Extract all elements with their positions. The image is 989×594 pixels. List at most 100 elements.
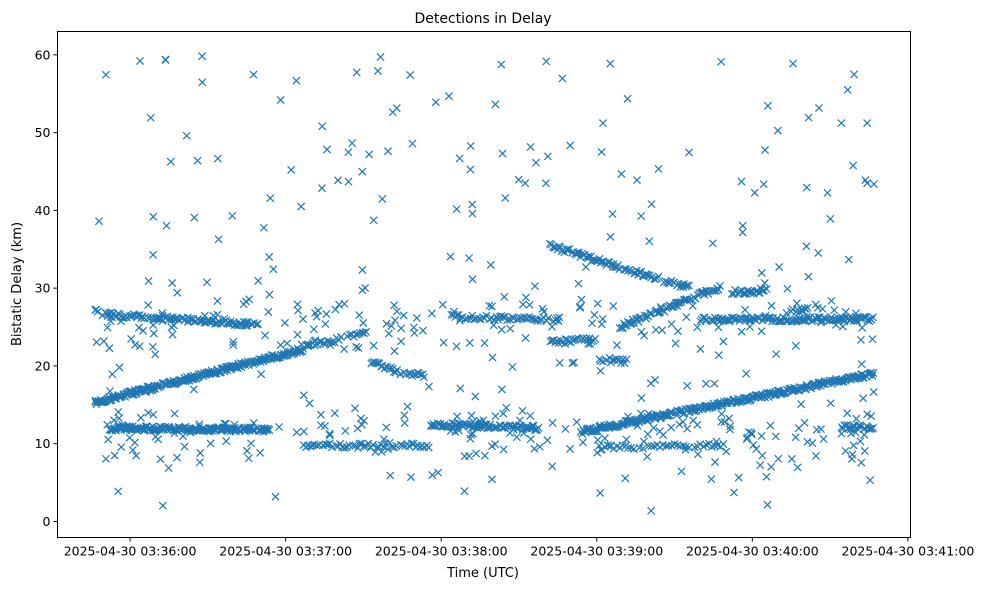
data-point <box>577 303 584 310</box>
data-point <box>106 345 113 352</box>
data-point <box>114 488 121 495</box>
data-point <box>861 447 868 454</box>
data-point <box>694 421 701 428</box>
data-point <box>136 57 143 64</box>
data-point <box>407 71 414 78</box>
data-point <box>359 287 366 294</box>
data-point <box>183 132 190 139</box>
data-point <box>573 419 580 426</box>
data-point <box>196 459 203 466</box>
data-point <box>797 401 804 408</box>
data-point <box>809 440 816 447</box>
data-point <box>542 180 549 187</box>
data-point <box>858 459 865 466</box>
data-point <box>685 149 692 156</box>
data-point <box>214 297 221 304</box>
data-point <box>789 60 796 67</box>
data-point <box>694 451 701 458</box>
data-point <box>481 452 488 459</box>
data-point <box>351 405 358 412</box>
data-point <box>858 361 865 368</box>
data-point <box>385 330 392 337</box>
data-point <box>776 263 783 270</box>
data-point <box>646 238 653 245</box>
data-point <box>793 300 800 307</box>
data-point <box>859 324 866 331</box>
data-point <box>152 433 159 440</box>
y-tick-label: 0 <box>43 514 51 529</box>
data-point <box>838 120 845 127</box>
data-point <box>315 307 322 314</box>
data-point <box>738 328 745 335</box>
data-point <box>410 324 417 331</box>
data-point <box>815 249 822 256</box>
data-point <box>726 415 733 422</box>
data-point <box>591 311 598 318</box>
data-point <box>764 102 771 109</box>
data-point <box>702 380 709 387</box>
data-point <box>831 307 838 314</box>
y-tick-label: 10 <box>35 436 51 451</box>
data-point <box>738 178 745 185</box>
data-point <box>487 261 494 268</box>
data-point <box>111 452 118 459</box>
data-point <box>267 195 274 202</box>
data-point <box>607 233 614 240</box>
data-point <box>674 328 681 335</box>
data-point <box>746 323 753 330</box>
data-point <box>644 453 651 460</box>
data-point <box>359 168 366 175</box>
data-point <box>115 408 122 415</box>
data-point <box>582 263 589 270</box>
data-point <box>261 332 268 339</box>
data-point <box>191 214 198 221</box>
data-point <box>356 312 363 319</box>
data-point <box>203 279 210 286</box>
data-point <box>813 426 820 433</box>
data-point <box>398 338 405 345</box>
data-point <box>522 180 529 187</box>
data-point <box>857 438 864 445</box>
data-point <box>169 279 176 286</box>
data-point <box>739 222 746 229</box>
data-point <box>488 476 495 483</box>
data-point <box>684 425 691 432</box>
data-point <box>655 165 662 172</box>
data-point <box>513 434 520 441</box>
data-point <box>293 429 300 436</box>
data-point <box>598 321 605 328</box>
data-point <box>469 210 476 217</box>
data-point <box>862 177 869 184</box>
data-point <box>679 418 686 425</box>
y-tick-label: 20 <box>35 358 51 373</box>
data-point <box>751 189 758 196</box>
data-point <box>374 67 381 74</box>
data-point <box>165 464 172 471</box>
data-point <box>323 310 330 317</box>
data-point <box>265 308 272 315</box>
data-point <box>492 413 499 420</box>
data-point <box>150 251 157 258</box>
data-point <box>683 313 690 320</box>
data-point <box>266 253 273 260</box>
data-point <box>532 159 539 166</box>
data-point <box>384 148 391 155</box>
data-point <box>610 302 617 309</box>
data-point <box>457 385 464 392</box>
data-point <box>159 502 166 509</box>
data-point <box>102 455 109 462</box>
data-point <box>391 347 398 354</box>
data-point <box>223 437 230 444</box>
data-point <box>815 104 822 111</box>
data-point <box>377 53 384 60</box>
data-point <box>404 403 411 410</box>
data-point <box>379 195 386 202</box>
data-point <box>601 435 608 442</box>
data-point <box>579 439 586 446</box>
data-point <box>844 410 851 417</box>
data-point <box>803 243 810 250</box>
data-point <box>652 326 659 333</box>
data-point <box>257 449 264 456</box>
